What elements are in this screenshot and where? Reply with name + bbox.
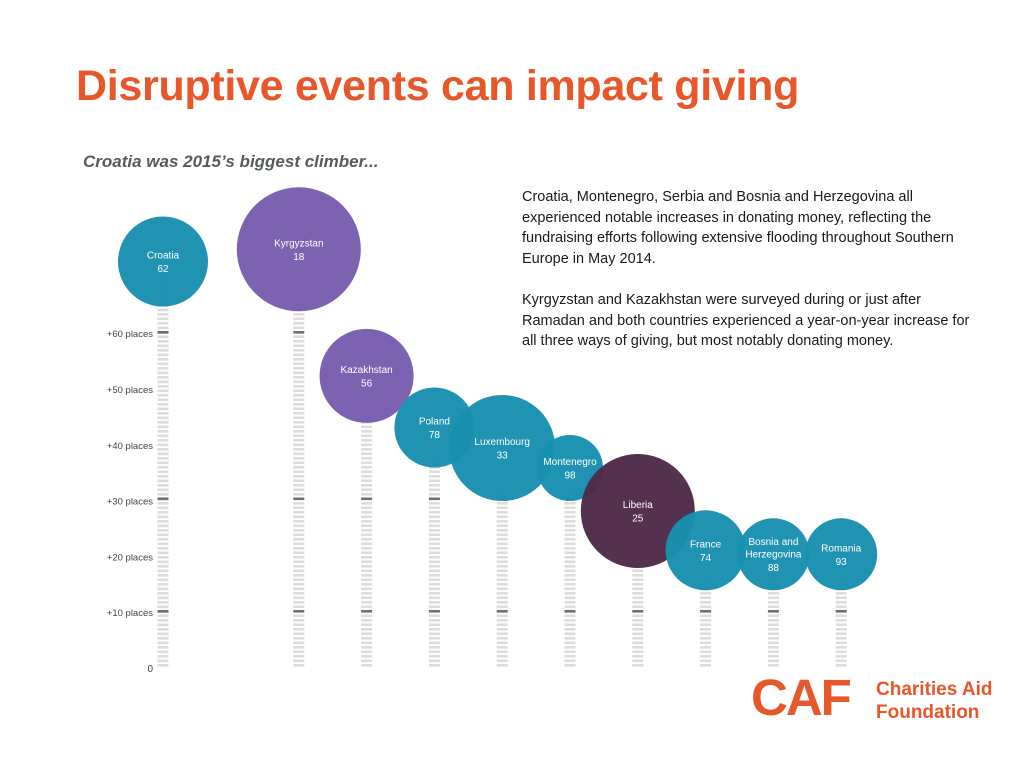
bubble-montenegro: Montenegro 98 bbox=[537, 435, 603, 502]
bubble-rank-label: 62 bbox=[157, 264, 169, 275]
y-tick-label: +20 places bbox=[107, 552, 153, 563]
bubble-rank-label: 25 bbox=[632, 513, 644, 524]
bubble-croatia: Croatia 62 bbox=[118, 216, 208, 307]
bubble-country-label: Kazakhstan bbox=[340, 365, 392, 376]
bubble-rank-label: 93 bbox=[836, 557, 848, 568]
bubble-romania: Romania 93 bbox=[805, 518, 878, 591]
y-tick-label: +10 places bbox=[107, 608, 153, 619]
bubble-liberia: Liberia 25 bbox=[580, 453, 695, 568]
y-tick-label: 0 bbox=[147, 664, 153, 675]
caf-logo-line2: Foundation bbox=[876, 702, 980, 723]
country-bubbles: Kyrgyzstan 18 Croatia 62 Kazakhstan 56 Poland 7… bbox=[118, 187, 878, 591]
explanatory-text: Croatia, Montenegro, Serbia and Bosnia a… bbox=[522, 187, 982, 372]
bubble-country-label: Liberia bbox=[623, 500, 653, 511]
bubble-france: France 74 bbox=[665, 510, 746, 591]
bubble-rank-label: 78 bbox=[429, 430, 441, 441]
bar-liberia bbox=[632, 556, 644, 667]
bar-romania bbox=[835, 579, 847, 667]
bar-bosnia-and-herzegovina bbox=[767, 579, 779, 667]
paragraph-ramadan: Kyrgyzstan and Kazakhstan were surveyed … bbox=[522, 291, 970, 350]
bubble-bosnia-and-herzegovina: Bosnia and Herzegovina 88 bbox=[737, 518, 810, 591]
bar-croatia bbox=[157, 283, 169, 667]
bar-luxembourg bbox=[496, 490, 508, 667]
bubble-country-label: Croatia bbox=[147, 251, 180, 262]
caf-logo-line1: Charities Aid bbox=[876, 679, 993, 700]
bubble-country-label: France bbox=[690, 539, 722, 550]
bubble-luxembourg: Luxembourg 33 bbox=[449, 395, 556, 502]
bubble-rank-label: 18 bbox=[293, 252, 305, 263]
chart-subtitle: Croatia was 2015’s biggest climber... bbox=[83, 152, 379, 171]
bubble-kazakhstan: Kazakhstan 56 bbox=[319, 328, 414, 423]
bubble-country-label: Luxembourg bbox=[474, 437, 530, 448]
bubble-country-label: Romania bbox=[821, 543, 861, 554]
slide-title: Disruptive events can impact giving bbox=[76, 62, 800, 110]
bar-montenegro bbox=[564, 490, 576, 667]
paragraph-flooding: Croatia, Montenegro, Serbia and Bosnia a… bbox=[522, 189, 954, 267]
bubble-rank-label: 74 bbox=[700, 553, 712, 564]
bubble-country-label: Kyrgyzstan bbox=[274, 238, 323, 249]
bar-kyrgyzstan bbox=[293, 300, 305, 667]
bubble-country-label: Bosnia and bbox=[748, 537, 798, 548]
y-tick-label: +30 places bbox=[107, 497, 153, 508]
bubble-country-label: Poland bbox=[419, 417, 450, 428]
bubble-country-label: Montenegro bbox=[543, 457, 597, 468]
bubble-country-label: Herzegovina bbox=[745, 550, 802, 561]
bubble-rank-label: 56 bbox=[361, 378, 373, 389]
bubble-rank-label: 98 bbox=[564, 471, 576, 482]
bar-kazakhstan bbox=[361, 411, 373, 667]
y-tick-label: +60 places bbox=[107, 329, 153, 340]
bubble-rank-label: 33 bbox=[497, 451, 509, 462]
caf-logo-mark: CAF bbox=[751, 669, 852, 726]
y-tick-label: +50 places bbox=[107, 385, 153, 396]
bubble-kyrgyzstan: Kyrgyzstan 18 bbox=[236, 187, 361, 312]
bar-poland bbox=[428, 456, 440, 667]
bubble-rank-label: 88 bbox=[768, 563, 780, 574]
bar-france bbox=[700, 579, 712, 667]
y-tick-label: +40 places bbox=[107, 441, 153, 452]
